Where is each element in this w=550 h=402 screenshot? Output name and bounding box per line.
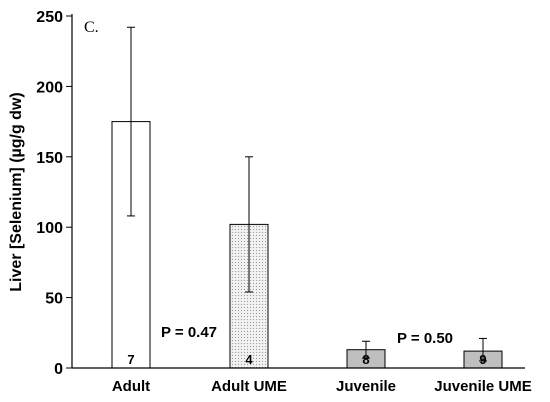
x-tick-label: Adult UME [211,378,287,395]
x-tick-label: Juvenile [336,378,396,395]
x-tick-label: Juvenile UME [434,378,532,395]
y-tick-label: 100 [36,220,63,237]
sample-size-label: 4 [245,352,253,367]
y-tick-label: 250 [36,9,63,26]
y-tick-label: 50 [45,291,63,308]
sample-size-label: 9 [479,352,486,367]
y-tick-label: 200 [36,79,63,96]
panel-label: C. [84,19,99,36]
y-tick-label: 0 [54,361,63,378]
p-value-annotation: P = 0.47 [161,324,217,341]
x-tick-label: Adult [112,378,150,395]
plot-area: 0 50 100 150 200 250 7 Adult 4 Adult UME 8 Juvenile… [36,9,531,395]
y-axis-label: Liver [Selenium] (µg/g dw) [8,92,25,291]
y-tick-label: 150 [36,150,63,167]
p-value-annotation: P = 0.50 [397,330,453,347]
sample-size-label: 8 [362,352,369,367]
sample-size-label: 7 [127,352,134,367]
